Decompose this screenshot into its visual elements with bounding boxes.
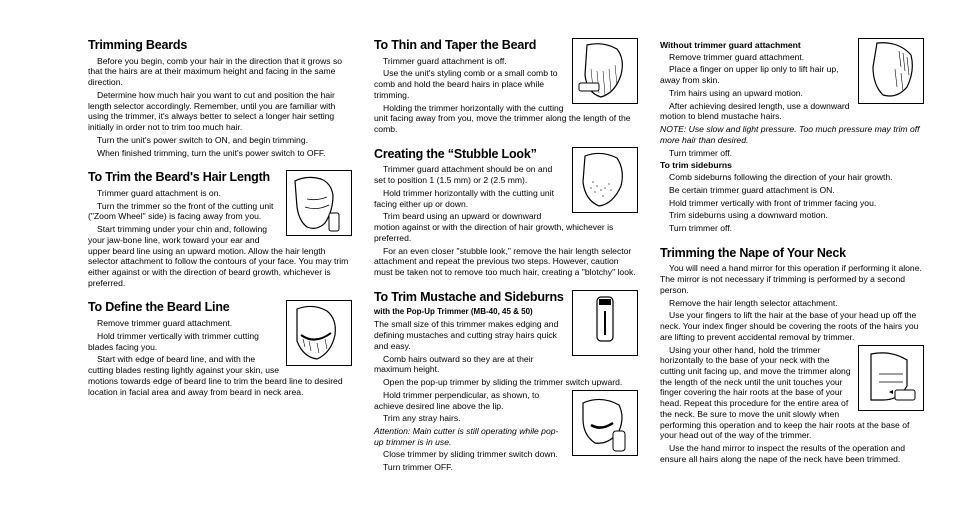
- section-mustache-sideburns: To Trim Mustache and Sideburns with the …: [374, 290, 638, 475]
- para: Trim sideburns using a downward motion.: [660, 210, 924, 221]
- column-1: Trimming Beards Before you begin, comb y…: [88, 38, 352, 491]
- column-3: Without trimmer guard attachment Remove …: [660, 38, 924, 491]
- section-without-guard: Without trimmer guard attachment Remove …: [660, 38, 924, 236]
- para: Before you begin, comb your hair in the …: [88, 56, 352, 88]
- para: Use the hand mirror to inspect the resul…: [660, 443, 924, 464]
- para: Open the pop-up trimmer by sliding the t…: [374, 377, 638, 388]
- illustration-beard-line-icon: [286, 300, 352, 366]
- para: Trim beard using an upward or downward m…: [374, 211, 638, 243]
- para: Holding the trimmer horizontally with th…: [374, 103, 638, 135]
- illustration-mustache-1-icon: [572, 290, 638, 356]
- heading-trimming-beards: Trimming Beards: [88, 38, 352, 54]
- section-trim-hair-length: To Trim the Beard's Hair Length Trimmer …: [88, 170, 352, 290]
- illustration-sideburn-icon: [858, 38, 924, 104]
- section-define-beard-line: To Define the Beard Line Remove trimmer …: [88, 300, 352, 399]
- illustration-mustache-2-icon: [572, 390, 638, 456]
- illustration-stubble-icon: [572, 147, 638, 213]
- para: Be certain trimmer guard attachment is O…: [660, 185, 924, 196]
- para: Determine how much hair you want to cut …: [88, 90, 352, 133]
- para: Comb sideburns following the direction o…: [660, 172, 924, 183]
- para: Turn trimmer OFF.: [374, 462, 638, 473]
- para: For an even closer "stubble look," remov…: [374, 246, 638, 278]
- section-trimming-beards: Trimming Beards Before you begin, comb y…: [88, 38, 352, 160]
- section-nape-neck: Trimming the Nape of Your Neck You will …: [660, 246, 924, 467]
- para: Comb hairs outward so they are at their …: [374, 354, 638, 375]
- illustration-nape-icon: [858, 345, 924, 411]
- column-2: To Thin and Taper the Beard Trimmer guar…: [374, 38, 638, 491]
- illustration-beard-trim-icon: [286, 170, 352, 236]
- section-thin-taper: To Thin and Taper the Beard Trimmer guar…: [374, 38, 638, 137]
- para: Hold trimmer vertically with front of tr…: [660, 198, 924, 209]
- page-root: Trimming Beards Before you begin, comb y…: [0, 0, 954, 521]
- illustration-thin-taper-icon: [572, 38, 638, 104]
- heading-nape-neck: Trimming the Nape of Your Neck: [660, 246, 924, 262]
- para: Turn the unit's power switch to ON, and …: [88, 135, 352, 146]
- para: Remove the hair length selector attachme…: [660, 298, 924, 309]
- heading-trim-sideburns: To trim sideburns: [660, 160, 924, 171]
- section-stubble-look: Creating the “Stubble Look” Trimmer guar…: [374, 147, 638, 280]
- para: When finished trimming, turn the unit's …: [88, 148, 352, 159]
- para: You will need a hand mirror for this ope…: [660, 263, 924, 295]
- para: Use your fingers to lift the hair at the…: [660, 310, 924, 342]
- note: NOTE: Use slow and light pressure. Too m…: [660, 124, 924, 145]
- para: Turn trimmer off.: [660, 223, 924, 234]
- para: Turn trimmer off.: [660, 148, 924, 159]
